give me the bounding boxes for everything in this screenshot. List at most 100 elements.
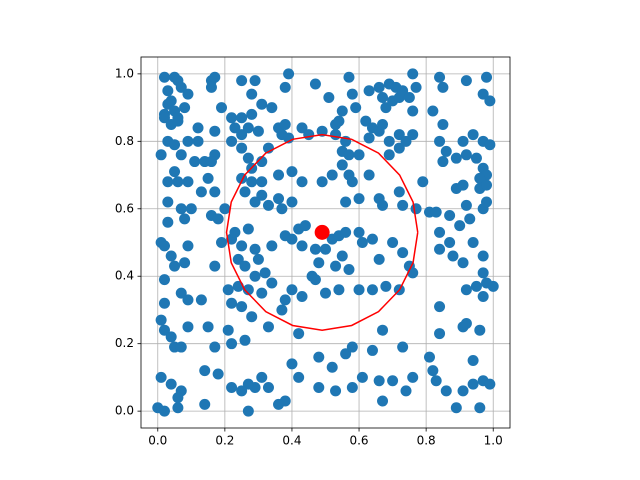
scatter-point — [336, 105, 348, 117]
scatter-point — [236, 142, 248, 154]
scatter-point — [484, 378, 496, 390]
scatter-point — [470, 152, 482, 164]
scatter-point — [410, 81, 422, 93]
scatter-point — [313, 351, 325, 363]
scatter-point — [434, 226, 446, 238]
scatter-point — [474, 402, 486, 414]
scatter-point — [209, 260, 221, 272]
scatter-point — [293, 328, 305, 340]
scatter-point — [377, 118, 389, 130]
scatter-point — [407, 105, 419, 117]
scatter-point — [303, 129, 315, 141]
scatter-point — [387, 237, 399, 248]
scatter-point — [477, 290, 489, 302]
scatter-point — [169, 260, 181, 272]
scatter-point — [205, 81, 217, 93]
scatter-point — [346, 382, 358, 394]
scatter-point — [474, 324, 486, 336]
scatter-point — [226, 382, 238, 394]
scatter-point — [457, 135, 469, 147]
scatter-point — [226, 297, 238, 309]
scatter-point — [434, 243, 446, 255]
scatter-point — [330, 129, 342, 141]
scatter-point — [353, 284, 365, 296]
scatter-point — [340, 348, 352, 360]
scatter-point — [460, 149, 472, 161]
scatter-point — [397, 341, 409, 353]
scatter-point — [216, 237, 228, 248]
scatter-point — [434, 328, 446, 340]
scatter-point — [175, 149, 187, 161]
scatter-point — [256, 189, 268, 201]
scatter-point — [175, 287, 187, 299]
scatter-point — [330, 385, 342, 397]
scatter-point — [316, 176, 328, 188]
scatter-point — [427, 105, 439, 117]
scatter-point — [266, 102, 278, 114]
scatter-point — [165, 95, 177, 107]
scatter-point — [323, 91, 335, 103]
scatter-point — [162, 176, 174, 188]
scatter-point — [407, 267, 419, 279]
scatter-point — [202, 172, 214, 184]
scatter-point — [246, 88, 258, 100]
scatter-point — [209, 125, 221, 137]
scatter-point — [393, 186, 405, 198]
scatter-point — [273, 193, 285, 205]
scatter-point — [283, 68, 295, 80]
scatter-point — [209, 341, 221, 353]
scatter-point — [314, 224, 330, 240]
scatter-point — [397, 199, 409, 211]
scatter-point — [457, 179, 469, 191]
scatter-point — [246, 176, 258, 188]
scatter-point — [434, 301, 446, 313]
y-tick-label: 1.0 — [115, 66, 134, 80]
scatter-point — [199, 365, 211, 377]
scatter-point — [239, 260, 251, 272]
scatter-point — [236, 129, 248, 141]
marks — [152, 68, 499, 417]
x-tick-label: 0.8 — [417, 434, 436, 448]
scatter-point — [460, 75, 472, 87]
scatter-point — [343, 149, 355, 161]
scatter-point — [353, 149, 365, 161]
scatter-point — [467, 237, 479, 248]
scatter-point — [236, 301, 248, 313]
axes-frame — [140, 56, 511, 429]
scatter-point — [242, 284, 254, 296]
scatter-point — [353, 226, 365, 238]
scatter-point — [195, 294, 207, 306]
scatter-point — [407, 371, 419, 383]
scatter-point — [400, 135, 412, 147]
scatter-point — [179, 257, 191, 269]
scatter-point — [320, 243, 331, 255]
scatter-point — [169, 166, 181, 178]
scatter-point — [330, 260, 342, 272]
scatter-point — [481, 196, 493, 208]
scatter-point — [356, 237, 368, 248]
scatter-point — [202, 321, 214, 333]
scatter-point — [363, 85, 375, 97]
scatter-point — [276, 203, 288, 215]
scatter-point — [346, 176, 358, 188]
scatter-point — [246, 311, 258, 323]
scatter-point — [356, 371, 368, 383]
scatter-point — [437, 81, 449, 93]
scatter-point — [249, 75, 261, 87]
scatter-point — [158, 112, 170, 124]
scatter-point — [286, 233, 298, 245]
line — [225, 133, 419, 331]
scatter-point — [340, 226, 352, 238]
scatter-point — [457, 385, 469, 397]
scatter-point — [313, 257, 325, 269]
scatter-point — [179, 213, 191, 225]
scatter-point — [296, 176, 308, 188]
scatter-point — [417, 176, 429, 188]
scatter-point — [363, 132, 375, 144]
x-tick-label: 1.0 — [484, 434, 503, 448]
scatter-point — [366, 284, 378, 296]
scatter-point — [296, 290, 308, 302]
scatter-point — [454, 220, 466, 232]
scatter-point — [377, 91, 389, 103]
